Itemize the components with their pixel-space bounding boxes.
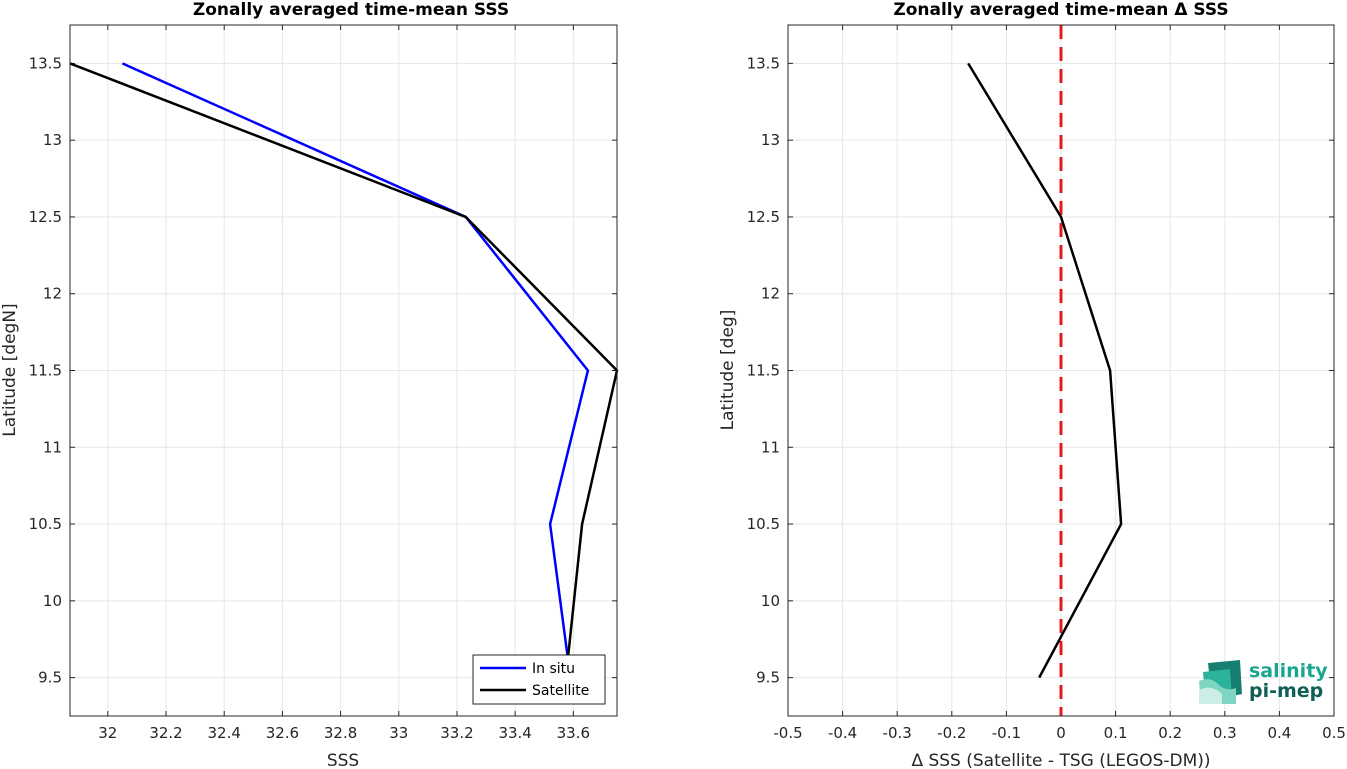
left-x-tick-label: 32.4 <box>208 724 241 742</box>
left-y-tick-label: 11 <box>43 438 62 456</box>
right-y-tick-label: 10.5 <box>747 515 780 533</box>
left-y-tick-label: 13 <box>43 131 62 149</box>
left-series-line-in-situ <box>121 62 590 678</box>
left-axes: 32 32.2 32.4 32.6 32.8 33 33.2 33.4 33.6 9.5 10 10.… <box>29 24 619 742</box>
left-y-tick-label: 9.5 <box>38 669 62 687</box>
legend-label-in-situ: In situ <box>532 661 575 677</box>
right-y-tick-label: 10 <box>761 592 780 610</box>
left-x-tick-label: 33.4 <box>498 724 531 742</box>
left-y-tick-label: 12 <box>43 285 62 303</box>
right-x-tick-label: 0.1 <box>1104 724 1128 742</box>
left-x-tick-label: 32.2 <box>149 724 182 742</box>
right-x-tick-label: -0.3 <box>883 724 912 742</box>
left-y-tick-label: 13.5 <box>29 54 62 72</box>
left-x-tick-label: 33.2 <box>440 724 473 742</box>
left-x-tick-label: 33.6 <box>557 724 590 742</box>
right-y-tick-label: 9.5 <box>756 669 780 687</box>
right-x-tick-label: -0.2 <box>937 724 966 742</box>
legend: In situ Satellite <box>472 654 606 705</box>
logo-text-pimep: pi-mep <box>1249 680 1323 702</box>
right-x-tick-label: 0.3 <box>1213 724 1237 742</box>
right-x-tick-label: 0.4 <box>1267 724 1291 742</box>
right-x-tick-label: -0.4 <box>828 724 857 742</box>
right-y-tick-label: 11 <box>761 438 780 456</box>
right-x-tick-label: 0.2 <box>1158 724 1182 742</box>
right-x-tick-label: 0.5 <box>1322 724 1346 742</box>
right-x-tick-label: 0 <box>1056 724 1066 742</box>
left-x-tick-label: 33 <box>389 724 408 742</box>
right-axes: -0.5 -0.4 -0.3 -0.2 -0.1 0 0.1 0.2 0.3 0.4 0.5 9.5 1… <box>747 24 1346 742</box>
right-x-tick-label: -0.1 <box>992 724 1021 742</box>
right-y-tick-label: 13 <box>761 131 780 149</box>
right-y-tick-label: 12.5 <box>747 208 780 226</box>
right-x-tick-label: -0.5 <box>773 724 802 742</box>
right-y-tick-label: 11.5 <box>747 362 780 380</box>
left-y-tick-label: 12.5 <box>29 208 62 226</box>
left-x-tick-label: 32.8 <box>324 724 357 742</box>
left-y-tick-label: 11.5 <box>29 362 62 380</box>
right-chart-title: Zonally averaged time-mean Δ SSS <box>893 0 1228 20</box>
right-y-axis-label: Latitude [deg] <box>718 310 738 431</box>
right-y-tick-label: 12 <box>761 285 780 303</box>
left-y-axis-label: Latitude [degN] <box>0 303 20 436</box>
left-x-tick-label: 32.6 <box>266 724 299 742</box>
right-x-axis-label: Δ SSS (Satellite - TSG (LEGOS-DM)) <box>911 751 1210 769</box>
left-x-tick-label: 32 <box>98 724 117 742</box>
left-axes-frame <box>69 24 618 717</box>
salinity-pimep-logo: salinity pi-mep <box>1199 660 1328 704</box>
legend-label-satellite: Satellite <box>532 683 589 699</box>
left-x-axis-label: SSS <box>327 751 359 769</box>
right-y-tick-label: 13.5 <box>747 54 780 72</box>
logo-wave-icon <box>1199 660 1242 704</box>
left-y-tick-label: 10 <box>43 592 62 610</box>
right-axes-frame <box>787 24 1335 717</box>
left-y-tick-label: 10.5 <box>29 515 62 533</box>
legend-box <box>472 654 606 705</box>
left-chart-title: Zonally averaged time-mean SSS <box>193 0 509 20</box>
right-series-line-0 <box>967 62 1123 679</box>
logo-text-salinity: salinity <box>1249 660 1328 682</box>
